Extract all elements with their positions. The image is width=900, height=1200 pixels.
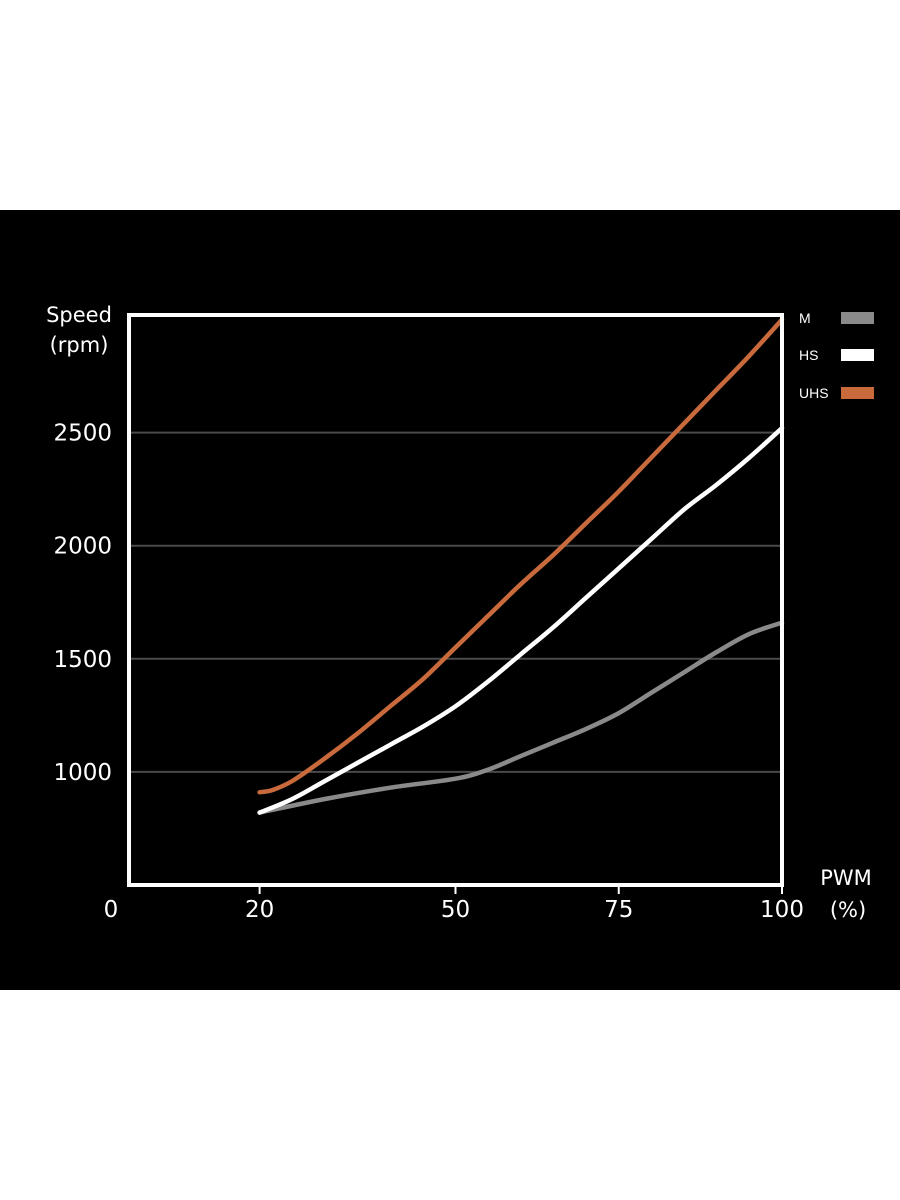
x-tick-label-75: 75: [604, 897, 633, 923]
x-tick-label-50: 50: [441, 897, 470, 923]
x-tick-label-100: 100: [760, 897, 804, 923]
legend-label-hs: HS: [799, 347, 818, 363]
y-axis-title-line-2: (rpm): [50, 333, 109, 357]
y-tick-label-1500: 1500: [53, 647, 112, 673]
x-tick-label-20: 20: [245, 897, 274, 923]
legend-swatch-hs: [841, 349, 874, 361]
legend: M HS UHS: [799, 310, 874, 401]
series-line-hs: [257, 425, 785, 815]
series-lines: [257, 317, 785, 815]
x-axis-title-line-2: (%): [830, 898, 866, 922]
series-line-m: [257, 620, 785, 815]
y-tick-label-1000: 1000: [53, 760, 112, 786]
gridlines: [129, 431, 782, 773]
x-axis-title-line-1: PWM: [820, 866, 872, 890]
plot-frame: [127, 313, 784, 887]
ticks: 1000 1500 2000 2500 0 20 50 75 100: [53, 421, 804, 923]
y-axis-title-line-1: Speed: [46, 303, 112, 327]
x-tick-label-0: 0: [104, 897, 119, 923]
legend-label-m: M: [799, 310, 811, 326]
series-line-uhs: [257, 317, 785, 795]
chart-panel: 1000 1500 2000 2500 0 20 50 75 100 Speed (rpm) P…: [0, 210, 900, 990]
legend-swatch-m: [841, 312, 874, 324]
y-tick-label-2000: 2000: [53, 534, 112, 560]
legend-swatch-uhs: [841, 387, 874, 399]
fan-speed-chart: 1000 1500 2000 2500 0 20 50 75 100 Speed (rpm) P…: [46, 303, 874, 923]
y-tick-label-2500: 2500: [53, 421, 112, 447]
legend-label-uhs: UHS: [799, 385, 829, 401]
